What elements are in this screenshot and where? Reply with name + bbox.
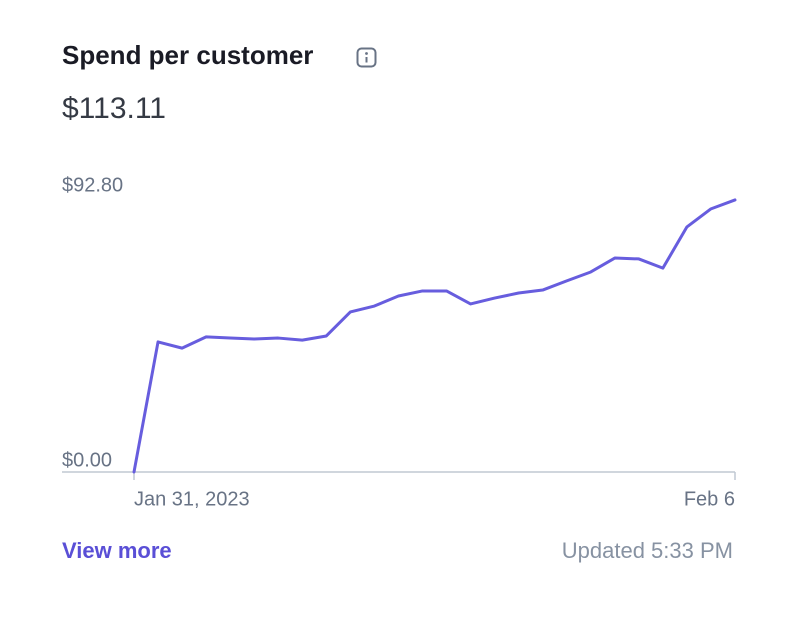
updated-time: Updated 5:33 PM <box>562 538 733 563</box>
view-more-link[interactable]: View more <box>62 538 172 563</box>
widget-title: Spend per customer <box>62 40 313 70</box>
info-icon[interactable] <box>356 47 377 68</box>
data-line <box>132 198 737 474</box>
x-tick-label: Jan 31, 2023 <box>134 488 250 510</box>
y-tick-label: $92.80 <box>62 174 123 196</box>
y-tick-label: $0.00 <box>62 449 112 471</box>
x-tick-label: Feb 6 <box>684 488 735 510</box>
headline-value: $113.11 <box>62 92 166 125</box>
